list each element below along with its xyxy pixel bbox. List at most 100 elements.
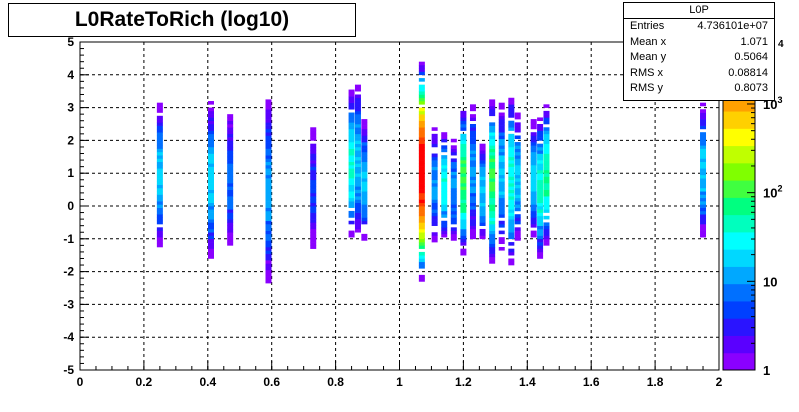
stats-label: Entries [630, 20, 665, 32]
heatmap-cell [348, 119, 355, 123]
heatmap-cell [227, 176, 234, 181]
heatmap-cell [227, 169, 234, 174]
stats-value: 1.071 [740, 35, 768, 48]
heatmap-cell [450, 191, 457, 195]
heatmap-cell [265, 220, 272, 225]
heatmap-cell [460, 127, 467, 131]
heatmap-cell [460, 143, 467, 148]
heatmap-cell [156, 119, 163, 123]
heatmap-cell [265, 253, 272, 258]
heatmap-cell [514, 204, 521, 208]
heatmap-cell [354, 84, 361, 89]
heatmap-cell [361, 233, 368, 238]
heatmap-cell [310, 212, 317, 217]
heatmap-cell [418, 91, 425, 95]
heatmap-cell [543, 104, 550, 108]
heatmap-cell [354, 117, 361, 122]
heatmap-cell [489, 178, 496, 182]
heatmap-cell [418, 176, 425, 181]
heatmap-cell [310, 228, 317, 233]
heatmap-cell [508, 196, 515, 200]
heatmap-cell [441, 165, 448, 169]
heatmap-cell [537, 146, 544, 151]
heatmap-cell [700, 142, 707, 146]
heatmap-cell [227, 192, 234, 197]
heatmap-cell [348, 230, 355, 235]
heatmap-cell [543, 153, 550, 158]
heatmap-cell [361, 181, 368, 185]
heatmap-cell [156, 207, 163, 212]
heatmap-cell [498, 132, 505, 136]
x-tick-label: 0.4 [199, 375, 216, 389]
heatmap-cell [441, 178, 448, 182]
heatmap-cell [265, 237, 272, 241]
heatmap-cell [489, 214, 496, 218]
heatmap-cell [460, 150, 467, 154]
heatmap-cell [441, 148, 448, 153]
heatmap-cell [310, 156, 317, 161]
heatmap-cell [156, 115, 163, 120]
x-tick-label: 0 [77, 375, 84, 389]
heatmap-cell [418, 206, 425, 210]
heatmap-cell [700, 187, 707, 192]
heatmap-cell [441, 181, 448, 185]
heatmap-cell [537, 235, 544, 240]
heatmap-cell [508, 219, 515, 223]
heatmap-cell [265, 273, 272, 277]
heatmap-cell [441, 155, 448, 159]
heatmap-cell [348, 138, 355, 143]
heatmap-cell [514, 174, 521, 179]
heatmap-cell [700, 165, 707, 169]
heatmap-cell [418, 278, 425, 282]
heatmap-cell [537, 173, 544, 177]
heatmap-cell [156, 210, 163, 215]
heatmap-cell [450, 184, 457, 189]
y-tick-label: 1 [67, 166, 74, 180]
heatmap-cell [431, 140, 438, 144]
axes: 0 0.2 0.4 0.6 0.8 1 1.2 1.4 1.6 1.8 2 -5 -4 -3 -2 -1 0 1 2… [63, 35, 722, 389]
heatmap-cell [537, 199, 544, 204]
heatmap-cell [310, 137, 317, 141]
heatmap-cell [460, 166, 467, 171]
heatmap-cell [354, 127, 361, 131]
heatmap-cell [498, 112, 505, 117]
heatmap-cell [354, 228, 361, 233]
heatmap-cell [514, 155, 521, 159]
heatmap-cell [479, 209, 486, 213]
heatmap-cell [489, 171, 496, 176]
heatmap-cell [508, 183, 515, 187]
heatmap-cell [469, 114, 476, 118]
heatmap-cell [156, 187, 163, 192]
heatmap-cell [537, 183, 544, 187]
heatmap-cell [227, 202, 234, 207]
heatmap-cell [498, 125, 505, 130]
heatmap-cell [543, 228, 550, 233]
heatmap-cell [514, 148, 521, 153]
heatmap-cell [361, 197, 368, 202]
heatmap-cell [489, 102, 496, 107]
heatmap-cell [418, 78, 425, 82]
heatmap-cell [479, 206, 486, 210]
heatmap-cell [479, 219, 486, 223]
heatmap-cell [156, 102, 163, 107]
heatmap-cell [265, 250, 272, 254]
heatmap-cell [498, 174, 505, 179]
heatmap-cell [418, 71, 425, 76]
heatmap-cell [441, 191, 448, 195]
heatmap-cell [460, 189, 467, 194]
heatmap-cell [418, 146, 425, 151]
heatmap-cell [537, 255, 544, 259]
heatmap-cell [460, 209, 467, 213]
heatmap-cell [508, 150, 515, 154]
heatmap-cell [537, 163, 544, 167]
heatmap-cell [469, 235, 476, 240]
heatmap-cell [418, 199, 425, 204]
heatmap-cell [498, 161, 505, 166]
heatmap-cell [207, 114, 214, 118]
heatmap-cell [514, 158, 521, 163]
heatmap-cell [514, 201, 521, 205]
heatmap-cell [361, 165, 368, 169]
heatmap-cell [469, 186, 476, 190]
heatmap-cell [207, 186, 214, 190]
heatmap-cell [207, 196, 214, 200]
